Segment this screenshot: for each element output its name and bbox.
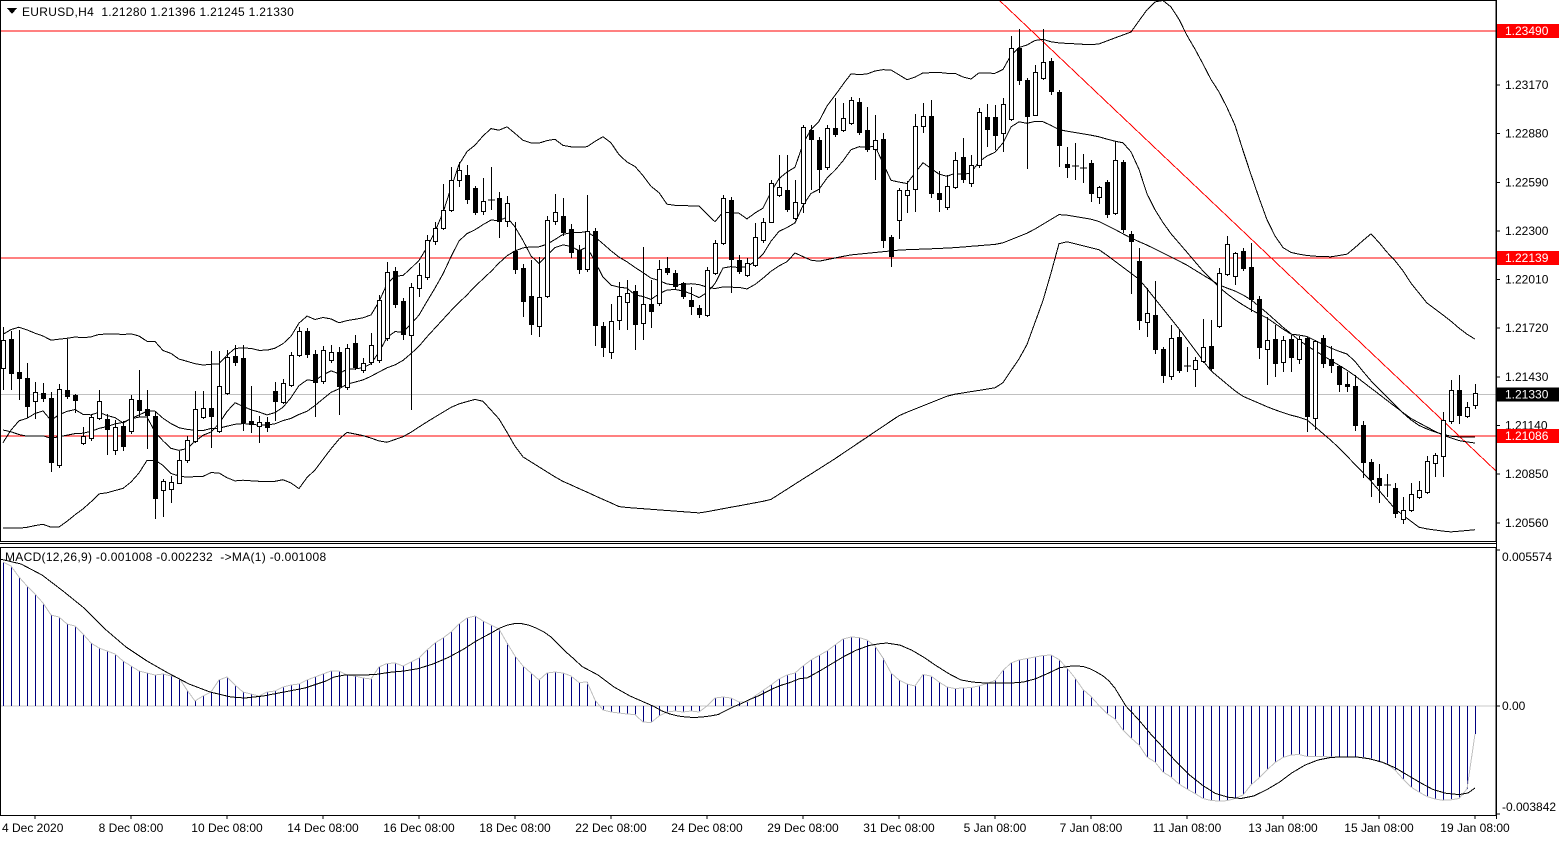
svg-text:13 Jan 08:00: 13 Jan 08:00 — [1248, 821, 1318, 835]
svg-text:-0.003842: -0.003842 — [1502, 800, 1556, 814]
svg-text:15 Jan 08:00: 15 Jan 08:00 — [1344, 821, 1414, 835]
svg-text:14 Dec 08:00: 14 Dec 08:00 — [287, 821, 359, 835]
svg-text:1.20850: 1.20850 — [1505, 467, 1549, 481]
svg-text:1.22139: 1.22139 — [1505, 251, 1549, 265]
svg-text:1.23170: 1.23170 — [1505, 78, 1549, 92]
svg-text:16 Dec 08:00: 16 Dec 08:00 — [383, 821, 455, 835]
svg-text:1.21720: 1.21720 — [1505, 321, 1549, 335]
svg-text:1.21430: 1.21430 — [1505, 370, 1549, 384]
svg-text:24 Dec 08:00: 24 Dec 08:00 — [671, 821, 743, 835]
svg-text:1.22590: 1.22590 — [1505, 175, 1549, 189]
svg-text:1.21086: 1.21086 — [1505, 429, 1549, 443]
svg-text:31 Dec 08:00: 31 Dec 08:00 — [863, 821, 935, 835]
svg-text:4 Dec 2020: 4 Dec 2020 — [2, 821, 64, 835]
svg-text:10 Dec 08:00: 10 Dec 08:00 — [191, 821, 263, 835]
svg-text:1.22010: 1.22010 — [1505, 273, 1549, 287]
svg-text:0.005574: 0.005574 — [1502, 550, 1552, 564]
svg-text:7 Jan 08:00: 7 Jan 08:00 — [1060, 821, 1123, 835]
svg-text:1.23490: 1.23490 — [1505, 24, 1549, 38]
svg-text:1.21330: 1.21330 — [1505, 388, 1549, 402]
svg-text:1.22880: 1.22880 — [1505, 127, 1549, 141]
svg-text:1.20560: 1.20560 — [1505, 516, 1549, 530]
svg-text:29 Dec 08:00: 29 Dec 08:00 — [767, 821, 839, 835]
svg-text:5 Jan 08:00: 5 Jan 08:00 — [964, 821, 1027, 835]
svg-text:19 Jan 08:00: 19 Jan 08:00 — [1440, 821, 1510, 835]
svg-text:0.00: 0.00 — [1502, 699, 1526, 713]
svg-text:8 Dec 08:00: 8 Dec 08:00 — [99, 821, 164, 835]
svg-text:MACD(12,26,9) -0.001008 -0.002: MACD(12,26,9) -0.001008 -0.002232 ->MA(1… — [5, 550, 326, 564]
svg-text:1.22300: 1.22300 — [1505, 224, 1549, 238]
svg-text:18 Dec 08:00: 18 Dec 08:00 — [479, 821, 551, 835]
svg-text:EURUSD,H4 1.21280 1.21396 1.2: EURUSD,H4 1.21280 1.21396 1.21245 1.2133… — [22, 5, 294, 19]
svg-text:22 Dec 08:00: 22 Dec 08:00 — [575, 821, 647, 835]
svg-text:11 Jan 08:00: 11 Jan 08:00 — [1153, 821, 1222, 835]
